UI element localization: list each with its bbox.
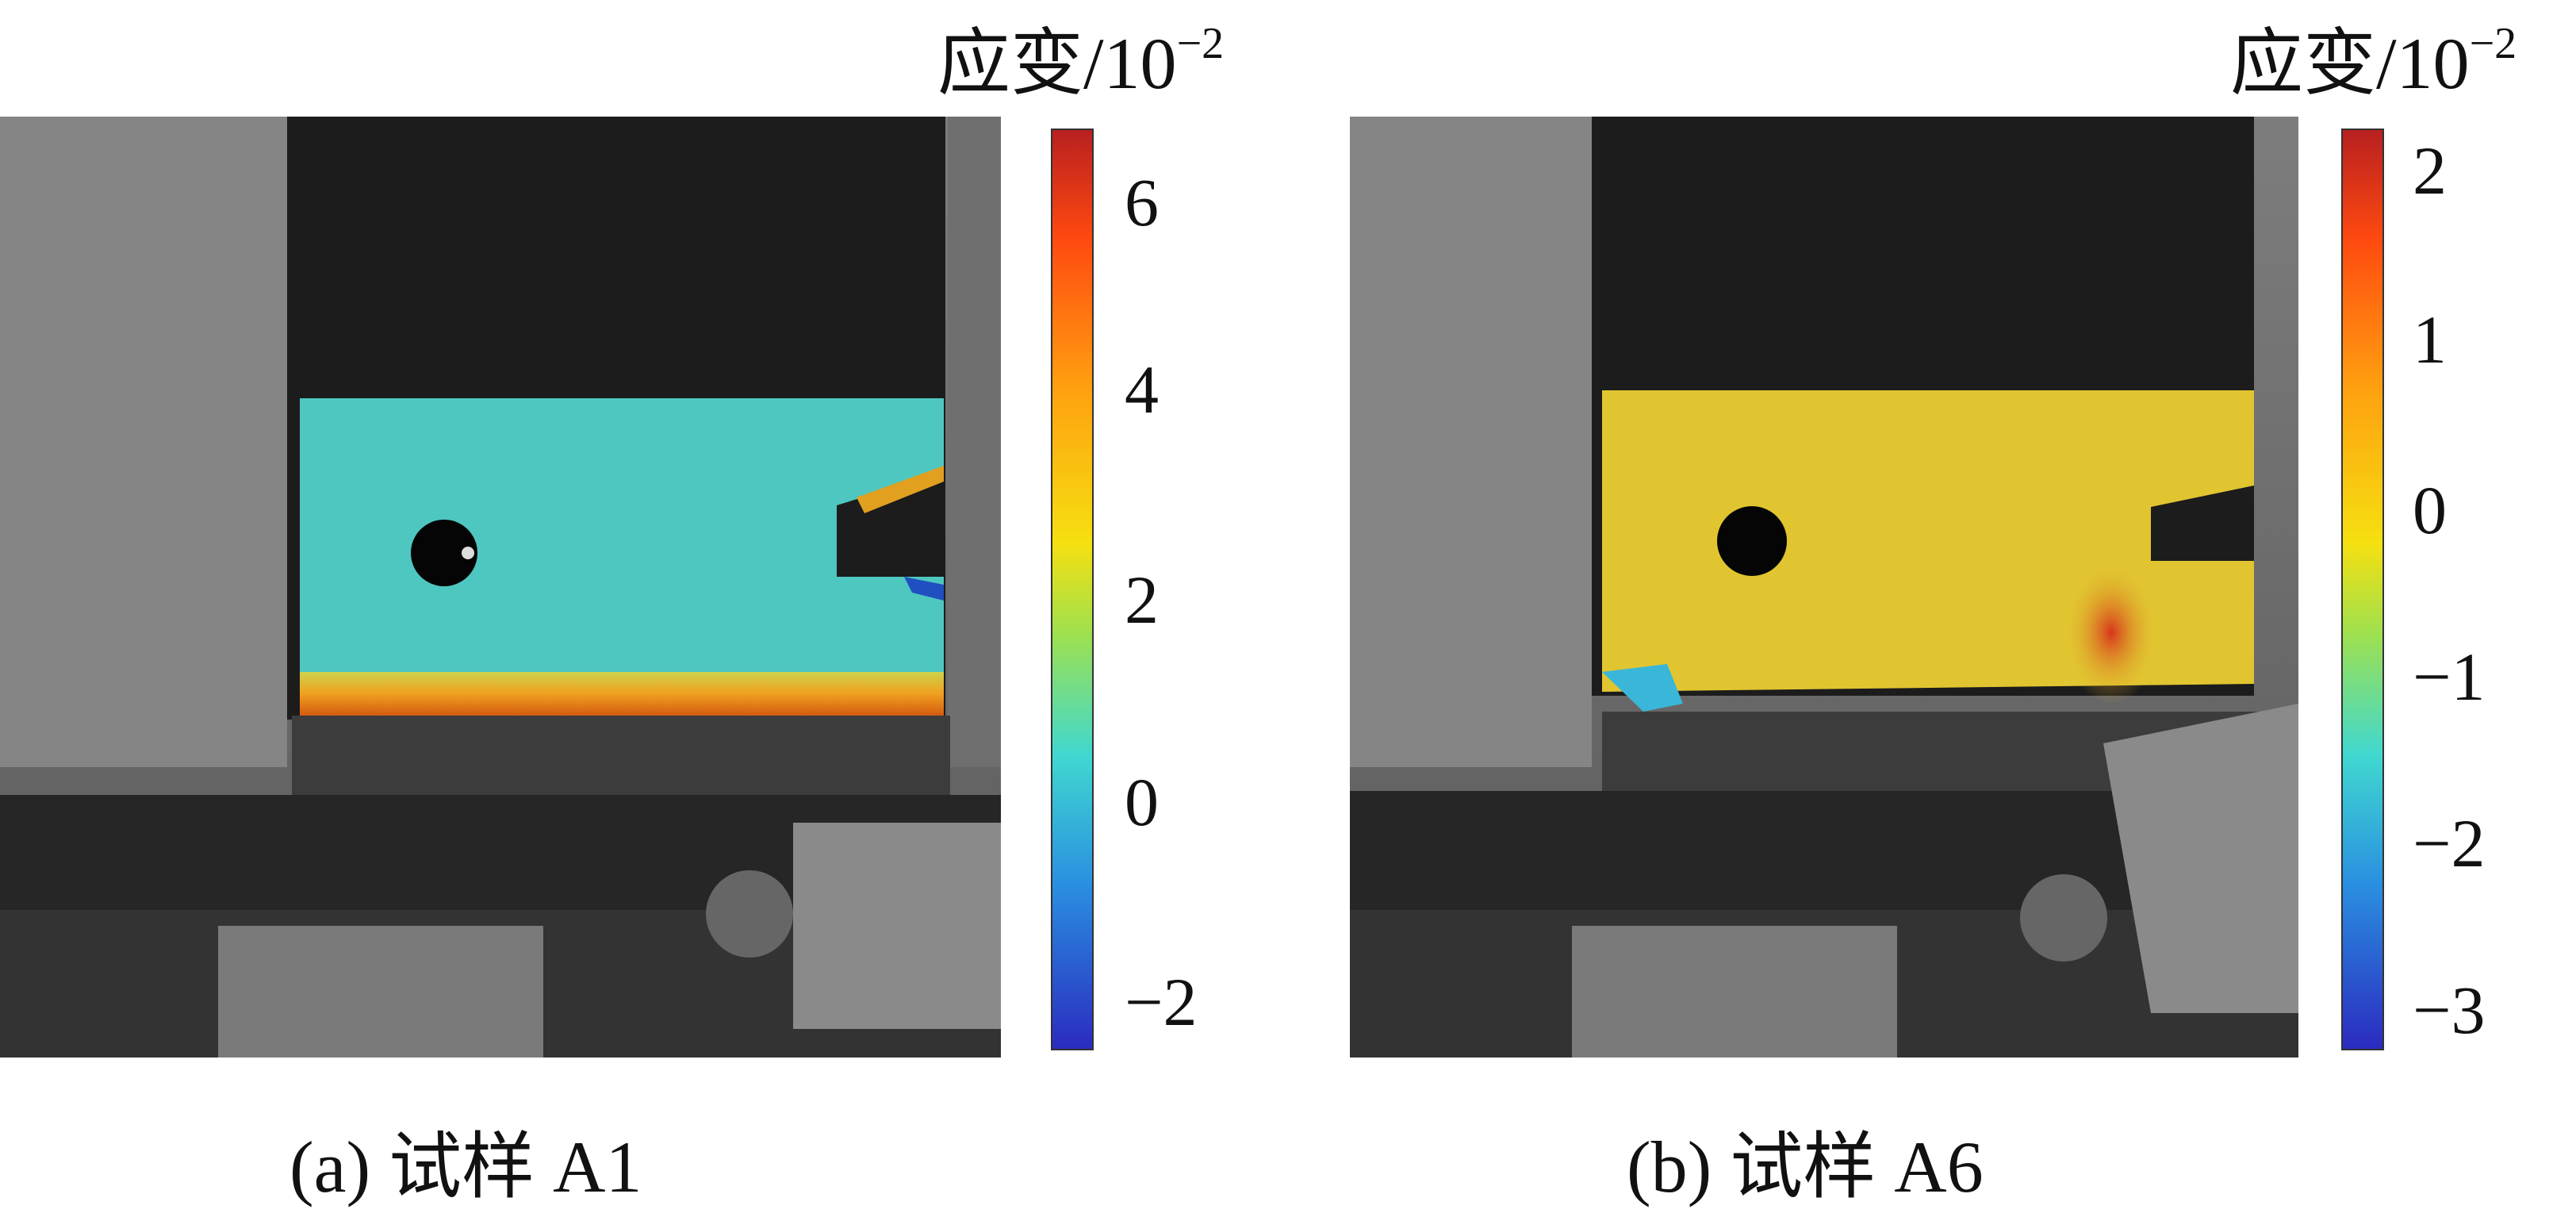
colorbar-tick: 4 [1125,351,1159,428]
colorbar-tick: 1 [2413,301,2447,378]
colorbar-tick: −2 [2413,805,2486,881]
panel-a: 应变/10−2 6 4 2 0 −2 (a) 试样 A1 [0,0,1288,1207]
colorbar-tick: 0 [2413,472,2447,548]
colorbar-title-b: 应变/10−2 [2230,19,2517,104]
colorbar-tick: −1 [2413,639,2486,715]
colorbar-tick: 6 [1125,164,1159,240]
panel-b: 应变/10−2 2 1 0 −1 −2 −3 (b) 试样 A6 [1288,0,2576,1207]
colorbar-title-a: 应变/10−2 [937,19,1225,104]
colorbar-tick: 2 [2413,132,2447,209]
caption-a: (a) 试样 A1 [289,1127,642,1207]
colorbar-tick: −3 [2413,972,2486,1048]
colorbar-b [2341,129,2384,1050]
colorbar-tick: 2 [1125,562,1159,638]
colorbar-tick: 0 [1125,764,1159,840]
colorbar-tick: −2 [1125,964,1198,1040]
dic-strain-photo-b [1350,117,2298,1058]
dic-strain-photo-a [0,117,1001,1058]
colorbar-a [1051,129,1094,1050]
caption-b: (b) 试样 A6 [1627,1127,1984,1207]
